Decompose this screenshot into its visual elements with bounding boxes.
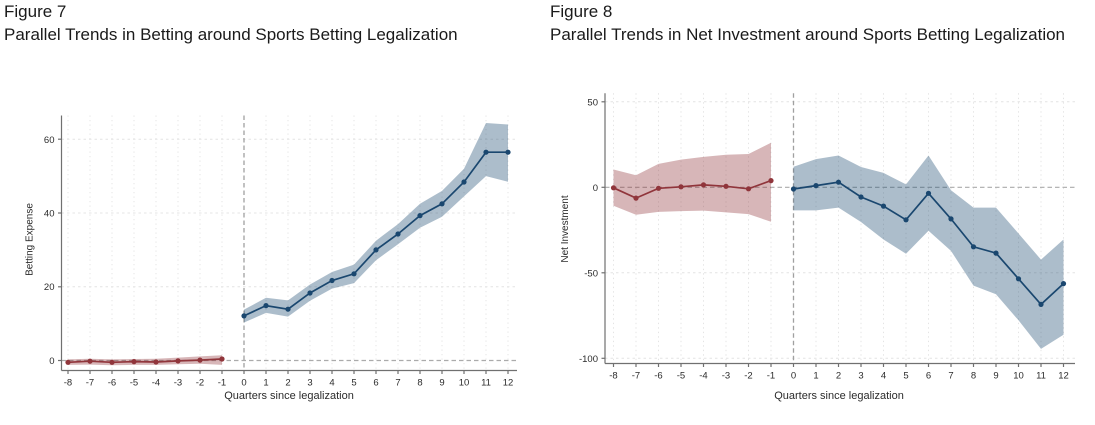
svg-text:5: 5	[351, 378, 356, 389]
svg-text:9: 9	[993, 371, 998, 382]
svg-text:-100: -100	[579, 354, 598, 365]
svg-text:-50: -50	[584, 268, 598, 279]
svg-text:-4: -4	[699, 371, 707, 382]
svg-text:11: 11	[481, 378, 491, 389]
svg-text:-5: -5	[130, 378, 138, 389]
svg-text:-3: -3	[174, 378, 182, 389]
svg-text:10: 10	[459, 378, 470, 389]
svg-text:10: 10	[1013, 371, 1024, 382]
svg-text:-7: -7	[632, 371, 640, 382]
svg-text:Quarters since legalization: Quarters since legalization	[224, 390, 354, 402]
svg-text:-2: -2	[744, 371, 752, 382]
svg-text:20: 20	[44, 282, 55, 293]
svg-text:Quarters since legalization: Quarters since legalization	[774, 390, 904, 402]
svg-text:12: 12	[1058, 371, 1069, 382]
svg-text:7: 7	[948, 371, 953, 382]
svg-text:-8: -8	[64, 378, 72, 389]
svg-text:2: 2	[836, 371, 841, 382]
svg-text:0: 0	[593, 183, 598, 194]
svg-text:50: 50	[587, 97, 598, 108]
svg-text:8: 8	[417, 378, 422, 389]
svg-text:-6: -6	[654, 371, 662, 382]
svg-text:-2: -2	[196, 378, 204, 389]
svg-text:-6: -6	[108, 378, 116, 389]
svg-text:Betting Expense: Betting Expense	[25, 203, 36, 276]
svg-text:1: 1	[263, 378, 268, 389]
svg-text:Net Investment: Net Investment	[560, 195, 571, 262]
svg-text:60: 60	[44, 135, 55, 146]
svg-text:-7: -7	[86, 378, 94, 389]
svg-text:6: 6	[373, 378, 378, 389]
svg-text:9: 9	[439, 378, 444, 389]
svg-text:0: 0	[241, 378, 246, 389]
svg-text:0: 0	[49, 356, 54, 367]
svg-text:6: 6	[926, 371, 931, 382]
svg-text:-4: -4	[152, 378, 160, 389]
svg-text:3: 3	[307, 378, 312, 389]
svg-text:4: 4	[881, 371, 886, 382]
svg-text:-1: -1	[767, 371, 775, 382]
svg-text:40: 40	[44, 209, 55, 220]
svg-text:-1: -1	[218, 378, 226, 389]
svg-text:2: 2	[285, 378, 290, 389]
svg-text:5: 5	[903, 371, 908, 382]
svg-text:1: 1	[813, 371, 818, 382]
svg-text:8: 8	[971, 371, 976, 382]
svg-text:0: 0	[791, 371, 796, 382]
svg-text:11: 11	[1036, 371, 1046, 382]
svg-text:-3: -3	[722, 371, 730, 382]
svg-text:-5: -5	[677, 371, 685, 382]
svg-text:12: 12	[503, 378, 514, 389]
svg-text:-8: -8	[609, 371, 617, 382]
svg-text:3: 3	[858, 371, 863, 382]
svg-text:4: 4	[329, 378, 334, 389]
svg-text:7: 7	[395, 378, 400, 389]
